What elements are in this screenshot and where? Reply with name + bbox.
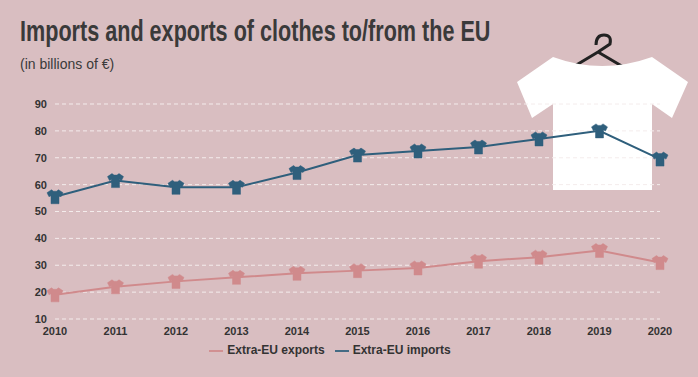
svg-text:90: 90	[35, 98, 47, 110]
svg-text:2020: 2020	[648, 325, 672, 337]
svg-text:2013: 2013	[224, 325, 248, 337]
html-text:Extra-EU exports: Extra-EU exports	[227, 343, 325, 357]
svg-text:2019: 2019	[587, 325, 611, 337]
html-text:(in billions of €): (in billions of €)	[20, 56, 115, 72]
svg-text:2012: 2012	[164, 325, 188, 337]
html-text:Extra-EU imports: Extra-EU imports	[352, 343, 451, 357]
svg-text:50: 50	[35, 205, 47, 217]
html-text:Imports and exports of clothes: Imports and exports of clothes to/from t…	[20, 14, 491, 47]
svg-text:20: 20	[35, 286, 47, 298]
svg-text:80: 80	[35, 125, 47, 137]
svg-text:2017: 2017	[466, 325, 490, 337]
svg-text:2011: 2011	[104, 325, 128, 337]
svg-text:70: 70	[35, 152, 47, 164]
svg-text:2014: 2014	[285, 325, 310, 337]
svg-text:2010: 2010	[43, 325, 67, 337]
svg-text:2018: 2018	[527, 325, 551, 337]
svg-text:30: 30	[35, 259, 47, 271]
svg-text:10: 10	[35, 313, 47, 325]
svg-text:2016: 2016	[406, 325, 430, 337]
svg-text:2015: 2015	[345, 325, 369, 337]
svg-text:40: 40	[35, 232, 47, 244]
svg-text:60: 60	[35, 179, 47, 191]
